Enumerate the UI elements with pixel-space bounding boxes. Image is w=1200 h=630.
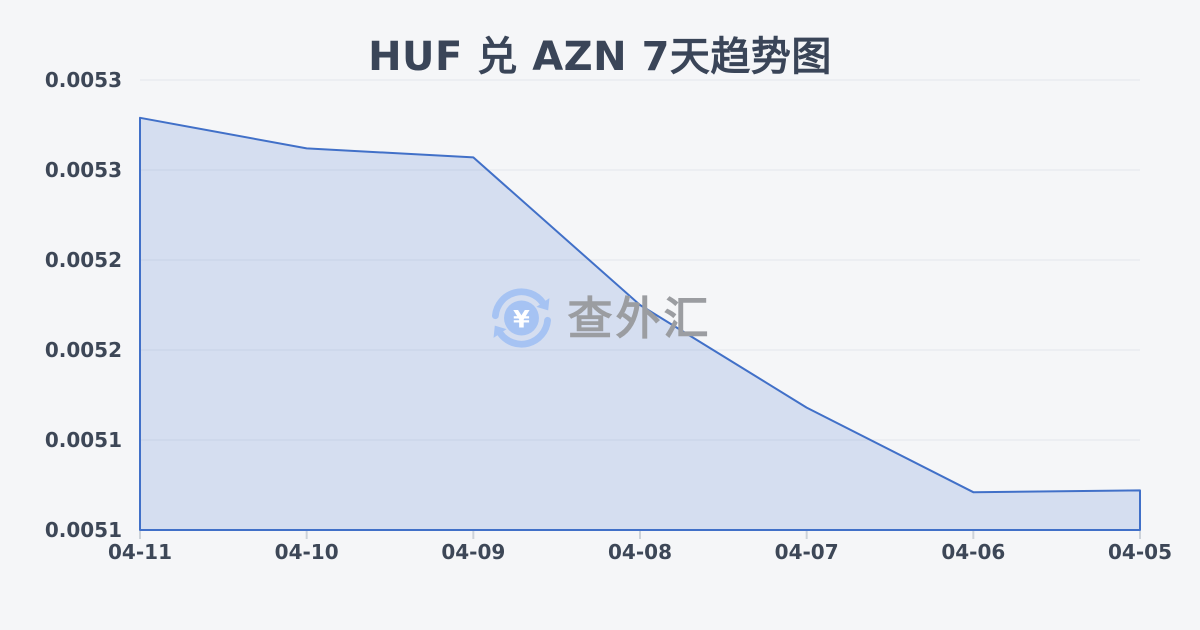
refresh-arrow-top — [491, 288, 547, 320]
chart-title: HUF 兑 AZN 7天趋势图 — [368, 34, 832, 80]
watermark-text: 查外汇 — [567, 291, 712, 345]
currency-exchange-icon: ¥ — [491, 288, 551, 348]
refresh-arrow-bottom — [496, 316, 551, 348]
yen-circle — [504, 300, 539, 336]
refresh-arrowhead-bottom — [493, 325, 507, 338]
yen-icon: ¥ — [513, 304, 530, 333]
trend-area — [139, 116, 1141, 531]
refresh-arrowhead-top — [536, 298, 550, 311]
watermark: ¥ 查外汇 — [488, 285, 711, 351]
